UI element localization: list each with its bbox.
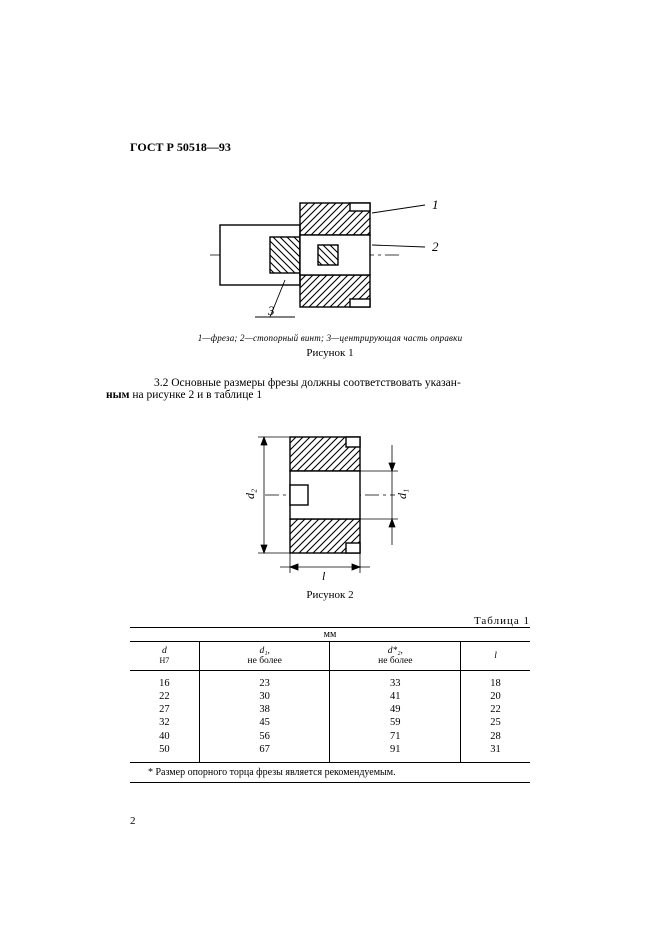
table-cell: 67 (199, 743, 330, 762)
table-cell: 32 (130, 716, 199, 729)
figure-2-label: Рисунок 2 (130, 589, 530, 601)
table-cell: 27 (130, 703, 199, 716)
table-title: Таблица 1 (130, 615, 530, 627)
table-cell: 30 (199, 690, 330, 703)
callout-1: 1 (432, 197, 439, 212)
table-cell: 16 (130, 671, 199, 691)
table-cell: 56 (199, 730, 330, 743)
dim-l: l (322, 569, 326, 583)
page-number: 2 (130, 815, 136, 827)
data-table: d H7 d₁, не более d*₂, не более l 162333… (130, 642, 530, 762)
th-l: l (461, 642, 530, 671)
table-cell: 45 (199, 716, 330, 729)
th-d: d H7 (130, 642, 199, 671)
table-cell: 25 (461, 716, 530, 729)
table-cell: 91 (330, 743, 461, 762)
table-cell: 50 (130, 743, 199, 762)
table-cell: 18 (461, 671, 530, 691)
table-cell: 49 (330, 703, 461, 716)
figure-1-label: Рисунок 1 (130, 347, 530, 359)
callout-3: 3 (267, 303, 275, 318)
table-row: 22304120 (130, 690, 530, 703)
table-cell: 38 (199, 703, 330, 716)
table-unit-row: мм (130, 627, 530, 642)
paragraph-3-2: 3.2 Основные размеры фрезы должны соотве… (130, 377, 530, 401)
table-cell: 71 (330, 730, 461, 743)
table-cell: 22 (461, 703, 530, 716)
standard-header: ГОСТ Р 50518—93 (130, 140, 530, 155)
figure-2-svg: d₂ d₁ l (220, 415, 440, 585)
table-row: 40567128 (130, 730, 530, 743)
callout-2: 2 (432, 239, 439, 254)
figure-2: d₂ d₁ l Рисунок 2 (130, 415, 530, 601)
th-d1: d₁, не более (199, 642, 330, 671)
table-cell: 22 (130, 690, 199, 703)
table-row: 32455925 (130, 716, 530, 729)
dim-d2: d₂ (243, 489, 257, 499)
table-cell: 33 (330, 671, 461, 691)
table-cell: 59 (330, 716, 461, 729)
table-cell: 31 (461, 743, 530, 762)
table-row: 16233318 (130, 671, 530, 691)
table-row: 50679131 (130, 743, 530, 762)
figure-1-caption: 1—фреза; 2—стопорный винт; 3—центрирующа… (130, 333, 530, 343)
table-cell: 20 (461, 690, 530, 703)
figure-1-svg: 1 2 3 (200, 185, 460, 325)
table-cell: 23 (199, 671, 330, 691)
table-footnote: * Размер опорного торца фрезы является р… (130, 767, 530, 783)
table-cell: 41 (330, 690, 461, 703)
dim-d1: d₁ (395, 489, 409, 499)
table-cell: 40 (130, 730, 199, 743)
table-row: 27384922 (130, 703, 530, 716)
figure-1: 1 2 3 1—фреза; 2—стопорный винт; 3—центр… (130, 185, 530, 359)
table-cell: 28 (461, 730, 530, 743)
th-d2: d*₂, не более (330, 642, 461, 671)
